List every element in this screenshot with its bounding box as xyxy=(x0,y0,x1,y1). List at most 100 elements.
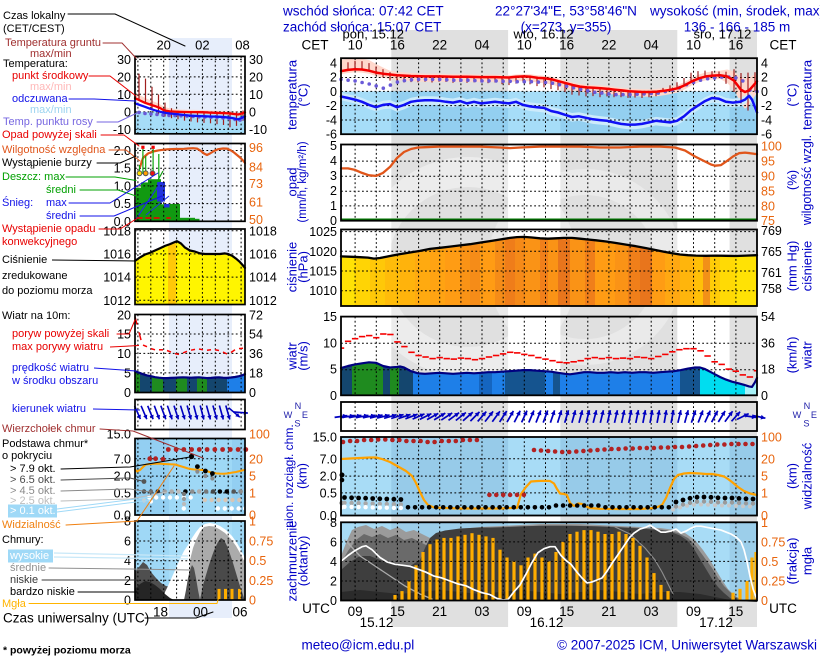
svg-text:0.5: 0.5 xyxy=(114,486,131,500)
svg-text:136 - 166 - 185 m: 136 - 166 - 185 m xyxy=(684,20,791,35)
svg-text:CET: CET xyxy=(302,38,329,53)
svg-text:1014: 1014 xyxy=(103,271,131,285)
svg-text:Czas lokalny: Czas lokalny xyxy=(3,10,66,22)
svg-text:o pokryciu: o pokryciu xyxy=(2,450,52,462)
svg-text:UTC: UTC xyxy=(769,601,797,616)
svg-text:wschód słońca: 07:42 CET: wschód słońca: 07:42 CET xyxy=(282,4,444,19)
svg-text:7.0: 7.0 xyxy=(114,452,131,466)
svg-text:09: 09 xyxy=(686,604,701,619)
svg-text:5: 5 xyxy=(330,363,337,377)
svg-text:20: 20 xyxy=(117,70,131,84)
svg-text:wiatr: wiatr xyxy=(800,341,815,370)
svg-text:Temperatura:: Temperatura: xyxy=(3,58,68,70)
svg-text:(km): (km) xyxy=(295,463,310,489)
svg-text:2: 2 xyxy=(124,574,131,588)
svg-text:> 0.1 okt.: > 0.1 okt. xyxy=(10,505,56,517)
svg-text:100: 100 xyxy=(249,428,270,442)
svg-text:50: 50 xyxy=(249,213,263,227)
svg-text:(km): (km) xyxy=(785,463,800,489)
svg-text:10: 10 xyxy=(686,38,701,53)
svg-text:0: 0 xyxy=(249,509,256,523)
svg-text:10: 10 xyxy=(249,88,263,102)
svg-text:0: 0 xyxy=(761,594,768,608)
svg-text:-2: -2 xyxy=(761,99,772,113)
svg-text:15.12: 15.12 xyxy=(360,615,394,630)
svg-text:0: 0 xyxy=(249,594,256,608)
svg-text:0.75: 0.75 xyxy=(761,535,785,549)
svg-text:0: 0 xyxy=(330,85,337,99)
svg-text:(frakcja): (frakcja) xyxy=(785,538,800,585)
svg-text:10: 10 xyxy=(117,347,131,361)
svg-text:N: N xyxy=(295,401,302,411)
svg-text:22°27'34"E, 53°58'46"N: 22°27'34"E, 53°58'46"N xyxy=(495,4,637,19)
svg-text:(oktanty): (oktanty) xyxy=(296,536,311,587)
svg-text:73: 73 xyxy=(249,177,263,191)
svg-text:1: 1 xyxy=(761,486,768,500)
svg-text:wysokie: wysokie xyxy=(9,550,49,562)
svg-text:Chmury:: Chmury: xyxy=(2,534,44,546)
svg-text:konwekcyjnego: konwekcyjnego xyxy=(2,236,77,248)
svg-text:1025: 1025 xyxy=(309,225,337,239)
svg-text:bardzo niskie: bardzo niskie xyxy=(10,586,75,598)
svg-text:96: 96 xyxy=(249,141,263,155)
svg-text:odczuwana: odczuwana xyxy=(12,93,69,105)
svg-text:pion. rozciągł. chm.: pion. rozciągł. chm. xyxy=(282,424,296,527)
svg-text:36: 36 xyxy=(249,347,263,361)
svg-text:pon, 15.12: pon, 15.12 xyxy=(343,27,404,42)
svg-text:4: 4 xyxy=(330,57,337,71)
svg-text:5: 5 xyxy=(330,139,337,153)
svg-text:-2: -2 xyxy=(326,99,337,113)
svg-text:04: 04 xyxy=(474,38,490,53)
svg-text:punkt środkowy: punkt środkowy xyxy=(12,70,89,82)
svg-text:1016: 1016 xyxy=(103,248,131,262)
svg-text:0.25: 0.25 xyxy=(761,575,785,589)
svg-text:10: 10 xyxy=(323,336,337,350)
svg-text:0: 0 xyxy=(330,594,337,608)
svg-text:1020: 1020 xyxy=(309,245,337,259)
svg-text:średnie: średnie xyxy=(10,562,46,574)
svg-text:poryw powyżej skali: poryw powyżej skali xyxy=(12,328,109,340)
svg-text:wilgotność wzgl.: wilgotność wzgl. xyxy=(800,135,814,226)
svg-text:(mm Hg): (mm Hg) xyxy=(785,241,800,292)
svg-text:0.0: 0.0 xyxy=(320,509,337,523)
svg-text:20: 20 xyxy=(249,70,263,84)
svg-text:-6: -6 xyxy=(761,127,772,141)
svg-text:0: 0 xyxy=(124,386,131,400)
svg-text:2.0: 2.0 xyxy=(320,470,337,484)
svg-text:5: 5 xyxy=(249,470,256,484)
svg-text:0.5: 0.5 xyxy=(114,197,131,211)
svg-text:ciśnienie: ciśnienie xyxy=(285,242,300,293)
svg-text:85: 85 xyxy=(761,184,775,198)
svg-text:W: W xyxy=(284,410,293,420)
svg-text:0.5: 0.5 xyxy=(320,486,337,500)
svg-text:0: 0 xyxy=(761,389,768,403)
svg-text:54: 54 xyxy=(249,328,263,342)
svg-text:03: 03 xyxy=(644,604,659,619)
svg-text:Śnieg:: Śnieg: xyxy=(2,196,33,209)
svg-text:21: 21 xyxy=(432,604,447,619)
svg-text:wiatr: wiatr xyxy=(285,342,300,371)
svg-text:0: 0 xyxy=(761,85,768,99)
svg-text:ciśnienie: ciśnienie xyxy=(800,241,815,292)
svg-text:0: 0 xyxy=(330,214,337,228)
svg-text:06: 06 xyxy=(232,605,247,620)
svg-text:22: 22 xyxy=(601,38,616,53)
svg-text:(km/h): (km/h) xyxy=(785,337,800,374)
svg-text:15: 15 xyxy=(117,328,131,342)
svg-text:Podstawa chmur*: Podstawa chmur* xyxy=(2,438,89,450)
svg-text:16: 16 xyxy=(728,38,743,53)
svg-text:(CET/CEST): (CET/CEST) xyxy=(3,23,65,35)
svg-text:w środku obszaru: w środku obszaru xyxy=(11,375,98,387)
svg-text:15: 15 xyxy=(323,310,337,324)
svg-text:wysokość (min, środek, max): wysokość (min, środek, max) xyxy=(649,4,820,19)
svg-text:1015: 1015 xyxy=(309,265,337,279)
svg-text:Wystąpienie burzy: Wystąpienie burzy xyxy=(2,157,92,169)
svg-text:15.0: 15.0 xyxy=(313,431,337,445)
svg-text:zachód słońca: 15:07 CET: zachód słońca: 15:07 CET xyxy=(283,20,441,35)
svg-text:> 4.5 okt.: > 4.5 okt. xyxy=(10,485,56,497)
svg-text:36: 36 xyxy=(761,336,775,350)
svg-text:15: 15 xyxy=(728,604,743,619)
svg-text:08: 08 xyxy=(235,38,249,53)
svg-text:wto, 16.12: wto, 16.12 xyxy=(513,27,574,42)
svg-text:30: 30 xyxy=(117,53,131,67)
